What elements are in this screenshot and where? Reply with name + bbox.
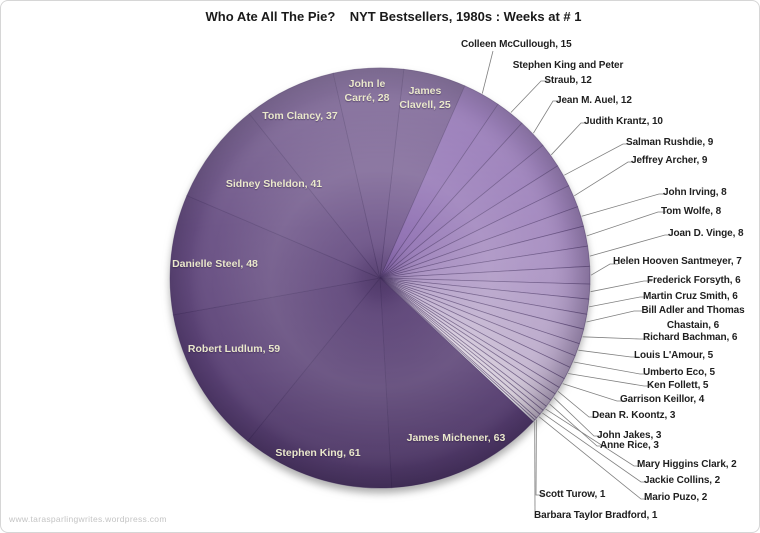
chart-title: Who Ate All The Pie? NYT Bestsellers, 19… bbox=[205, 9, 582, 24]
leader-line-jean-m-auel bbox=[533, 100, 561, 134]
leader-line-joan-d-vinge bbox=[589, 234, 673, 257]
leader-line-garrison-keillor bbox=[562, 383, 625, 402]
leader-line-salman-rushdie bbox=[564, 143, 631, 176]
watermark: www.tarasparlingwrites.wordpress.com bbox=[9, 514, 167, 524]
leader-line-martin-cruz-smith bbox=[588, 296, 648, 308]
leader-line-frederick-forsyth bbox=[590, 280, 652, 293]
leader-line-scott-turow bbox=[535, 419, 544, 496]
leader-line-anne-rice bbox=[549, 403, 605, 447]
leader-line-judith-krantz bbox=[551, 122, 589, 156]
leader-line-jeffrey-archer bbox=[574, 161, 636, 197]
leader-line-bill-adler-and-thomas-chastain bbox=[586, 310, 642, 323]
leader-line-umberto-eco bbox=[573, 361, 648, 375]
leader-line-mary-higgins-clark bbox=[545, 408, 642, 467]
leader-line-louis-l-amour bbox=[578, 349, 639, 358]
leader-line-ken-follett bbox=[568, 373, 652, 387]
leader-line-dean-r-koontz bbox=[557, 390, 597, 418]
leader-line-john-jakes bbox=[553, 397, 602, 437]
leader-line-tom-wolfe bbox=[586, 211, 666, 237]
pie-slices-group bbox=[169, 67, 591, 489]
leader-line-helen-hooven-santmeyer bbox=[590, 263, 618, 276]
leader-line-mario-puzo bbox=[538, 416, 649, 500]
leader-line-john-irving bbox=[581, 193, 667, 217]
leader-line-jackie-collins bbox=[542, 412, 649, 483]
leader-line-colleen-mccullough bbox=[481, 50, 494, 94]
leader-line-stephen-king-and-peter-straub bbox=[510, 80, 549, 113]
leader-lines-group bbox=[481, 50, 673, 512]
leader-line-richard-bachman bbox=[582, 336, 648, 340]
